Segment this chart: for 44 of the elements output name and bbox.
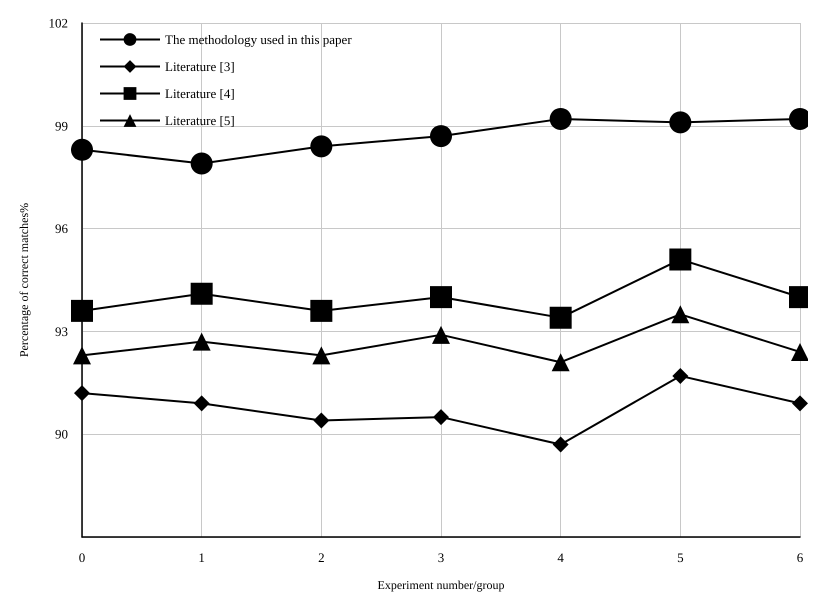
point xyxy=(669,111,692,134)
point xyxy=(190,282,213,305)
x-tick-label: 2 xyxy=(318,550,325,565)
y-tick-label: 102 xyxy=(48,16,68,30)
point xyxy=(310,135,332,158)
y-tick-label: 99 xyxy=(55,118,68,134)
x-axis-title: Experiment number/group xyxy=(378,578,504,592)
legend-label: Literature [3] xyxy=(165,59,235,74)
point xyxy=(791,342,808,361)
point xyxy=(792,395,808,412)
point xyxy=(552,436,569,452)
point xyxy=(313,412,330,428)
point xyxy=(190,152,213,174)
x-tick-label: 5 xyxy=(677,550,684,565)
point xyxy=(74,385,90,402)
point xyxy=(433,409,449,426)
point xyxy=(671,305,690,324)
y-tick-label: 93 xyxy=(55,324,68,339)
point xyxy=(71,300,93,322)
point xyxy=(432,326,450,344)
x-tick-label: 4 xyxy=(557,550,564,565)
point xyxy=(73,346,91,364)
point xyxy=(430,125,452,148)
legend-label: The methodology used in this paper xyxy=(165,32,352,47)
x-tick-label: 0 xyxy=(78,550,86,565)
legend-label: Literature [4] xyxy=(165,86,235,101)
point xyxy=(194,395,210,412)
point xyxy=(430,286,452,308)
y-tick-label: 96 xyxy=(55,221,68,236)
x-tick-label: 6 xyxy=(796,550,804,565)
point xyxy=(550,306,572,329)
legend-label: Literature [5] xyxy=(165,113,235,128)
point xyxy=(550,108,572,130)
point xyxy=(672,368,688,384)
point xyxy=(552,353,570,372)
y-tick-label: 90 xyxy=(55,426,68,442)
y-axis-title: Percentage of correct matches% xyxy=(17,202,31,358)
x-tick-label: 3 xyxy=(438,550,444,565)
point xyxy=(310,300,332,322)
point xyxy=(71,138,93,161)
point xyxy=(312,346,330,364)
point xyxy=(669,248,692,270)
point xyxy=(192,332,211,351)
x-tick-label: 1 xyxy=(198,550,205,565)
